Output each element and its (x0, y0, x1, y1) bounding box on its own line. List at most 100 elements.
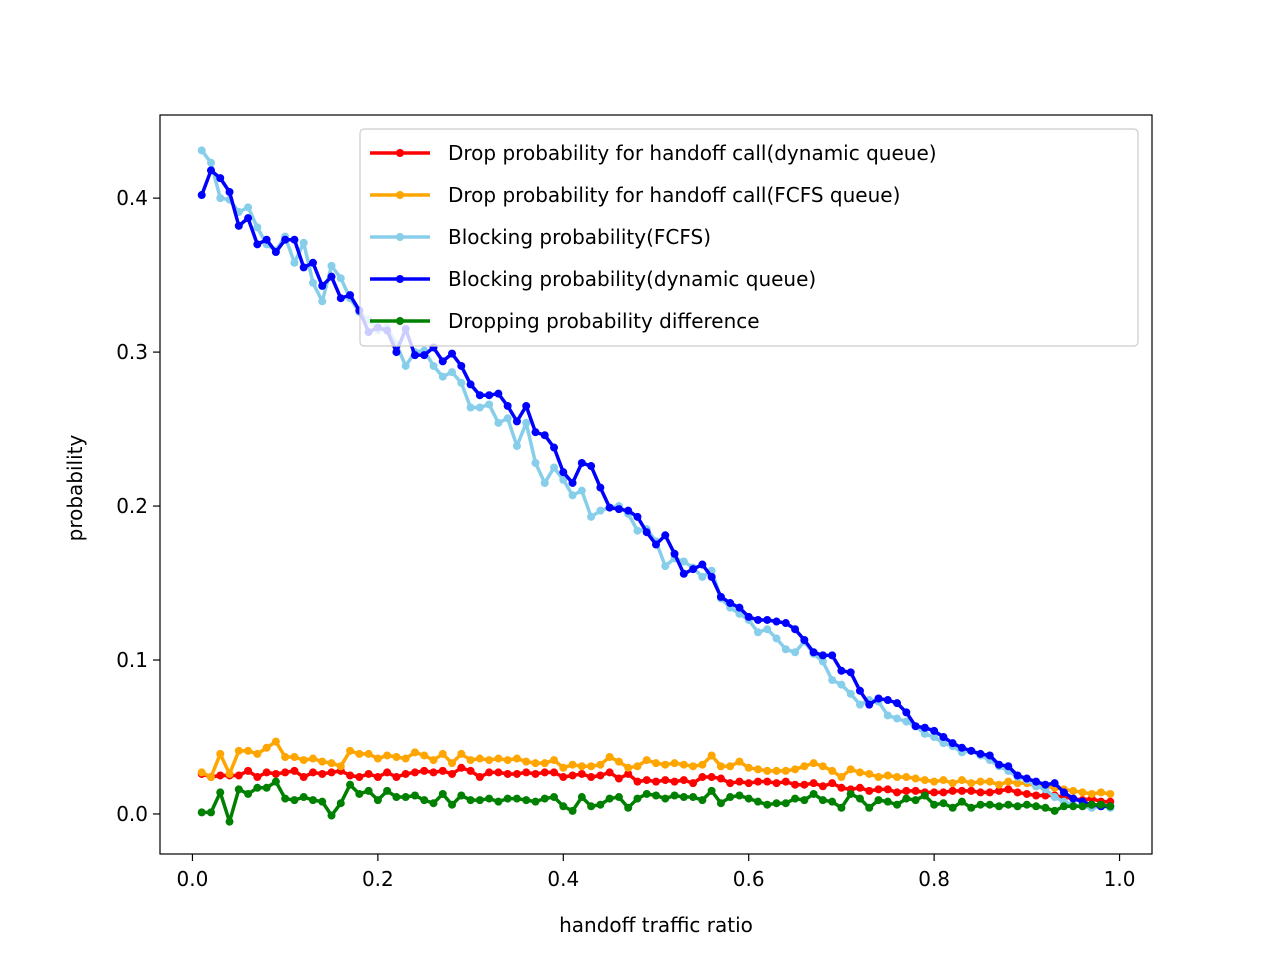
data-point (883, 771, 892, 780)
data-point (448, 800, 457, 809)
y-tick-label: 0.3 (116, 340, 148, 364)
data-point (457, 791, 466, 800)
x-axis-label: handoff traffic ratio (559, 913, 753, 937)
x-tick-label: 1.0 (1104, 867, 1136, 891)
data-point (364, 786, 373, 795)
data-point (225, 769, 234, 778)
data-point (392, 773, 401, 782)
data-point (781, 799, 790, 808)
data-point (846, 765, 855, 774)
data-point (1106, 802, 1115, 811)
data-point (707, 751, 716, 760)
data-point (698, 760, 707, 769)
data-point (633, 512, 642, 521)
data-point (392, 793, 401, 802)
data-point (373, 796, 382, 805)
data-point (902, 708, 911, 717)
data-point (689, 779, 698, 788)
data-point (216, 194, 225, 203)
data-point (253, 749, 262, 758)
data-point (410, 768, 419, 777)
data-point (763, 800, 772, 809)
data-point (874, 796, 883, 805)
data-point (531, 759, 540, 768)
data-point (995, 780, 1004, 789)
data-point (540, 759, 549, 768)
data-point (318, 281, 327, 290)
data-point (985, 800, 994, 809)
data-point (1004, 762, 1013, 771)
data-point (466, 403, 475, 412)
data-point (522, 418, 531, 427)
data-point (1059, 788, 1068, 797)
data-point (475, 796, 484, 805)
data-point (883, 797, 892, 806)
data-point (290, 753, 299, 762)
data-point (726, 779, 735, 788)
data-point (1069, 786, 1078, 795)
legend-label: Drop probability for handoff call(FCFS q… (448, 183, 900, 207)
data-point (540, 431, 549, 440)
data-point (957, 786, 966, 795)
data-point (1050, 806, 1059, 815)
data-point (1087, 789, 1096, 798)
data-point (522, 401, 531, 410)
data-point (485, 756, 494, 765)
data-point (837, 773, 846, 782)
data-point (902, 773, 911, 782)
data-point (753, 628, 762, 637)
data-point (596, 771, 605, 780)
data-point (262, 783, 271, 792)
data-point (670, 549, 679, 558)
data-point (753, 765, 762, 774)
data-point (336, 762, 345, 771)
data-point (550, 793, 559, 802)
data-point (503, 794, 512, 803)
data-point (568, 760, 577, 769)
data-point (438, 749, 447, 758)
data-point (874, 694, 883, 703)
legend-swatch-marker (396, 233, 404, 241)
data-point (948, 739, 957, 748)
data-point (791, 794, 800, 803)
data-point (716, 774, 725, 783)
data-point (318, 757, 327, 766)
data-point (596, 483, 605, 492)
data-point (438, 357, 447, 366)
data-point (244, 746, 253, 755)
data-point (587, 773, 596, 782)
data-point (614, 757, 623, 766)
data-point (346, 746, 355, 755)
data-point (485, 400, 494, 409)
legend-swatch-marker (396, 317, 404, 325)
data-point (995, 802, 1004, 811)
data-point (976, 749, 985, 758)
data-point (290, 258, 299, 267)
data-point (781, 619, 790, 628)
data-point (559, 475, 568, 484)
data-point (318, 797, 327, 806)
data-point (503, 756, 512, 765)
data-point (781, 645, 790, 654)
data-point (281, 768, 290, 777)
data-point (512, 417, 521, 426)
data-point (531, 769, 540, 778)
legend-entry: Drop probability for handoff call(FCFS q… (370, 183, 900, 207)
data-point (679, 776, 688, 785)
data-point (939, 788, 948, 797)
data-point (633, 526, 642, 535)
data-point (652, 540, 660, 549)
data-point (670, 791, 679, 800)
data-point (893, 773, 902, 782)
data-point (448, 368, 457, 377)
data-point (614, 793, 623, 802)
data-point (679, 557, 688, 566)
data-point (346, 780, 355, 789)
data-point (1004, 777, 1013, 786)
legend-entry: Blocking probability(FCFS) (370, 225, 711, 249)
data-point (1041, 803, 1050, 812)
data-point (550, 463, 559, 472)
data-point (791, 648, 800, 657)
data-point (522, 757, 531, 766)
data-point (624, 769, 633, 778)
